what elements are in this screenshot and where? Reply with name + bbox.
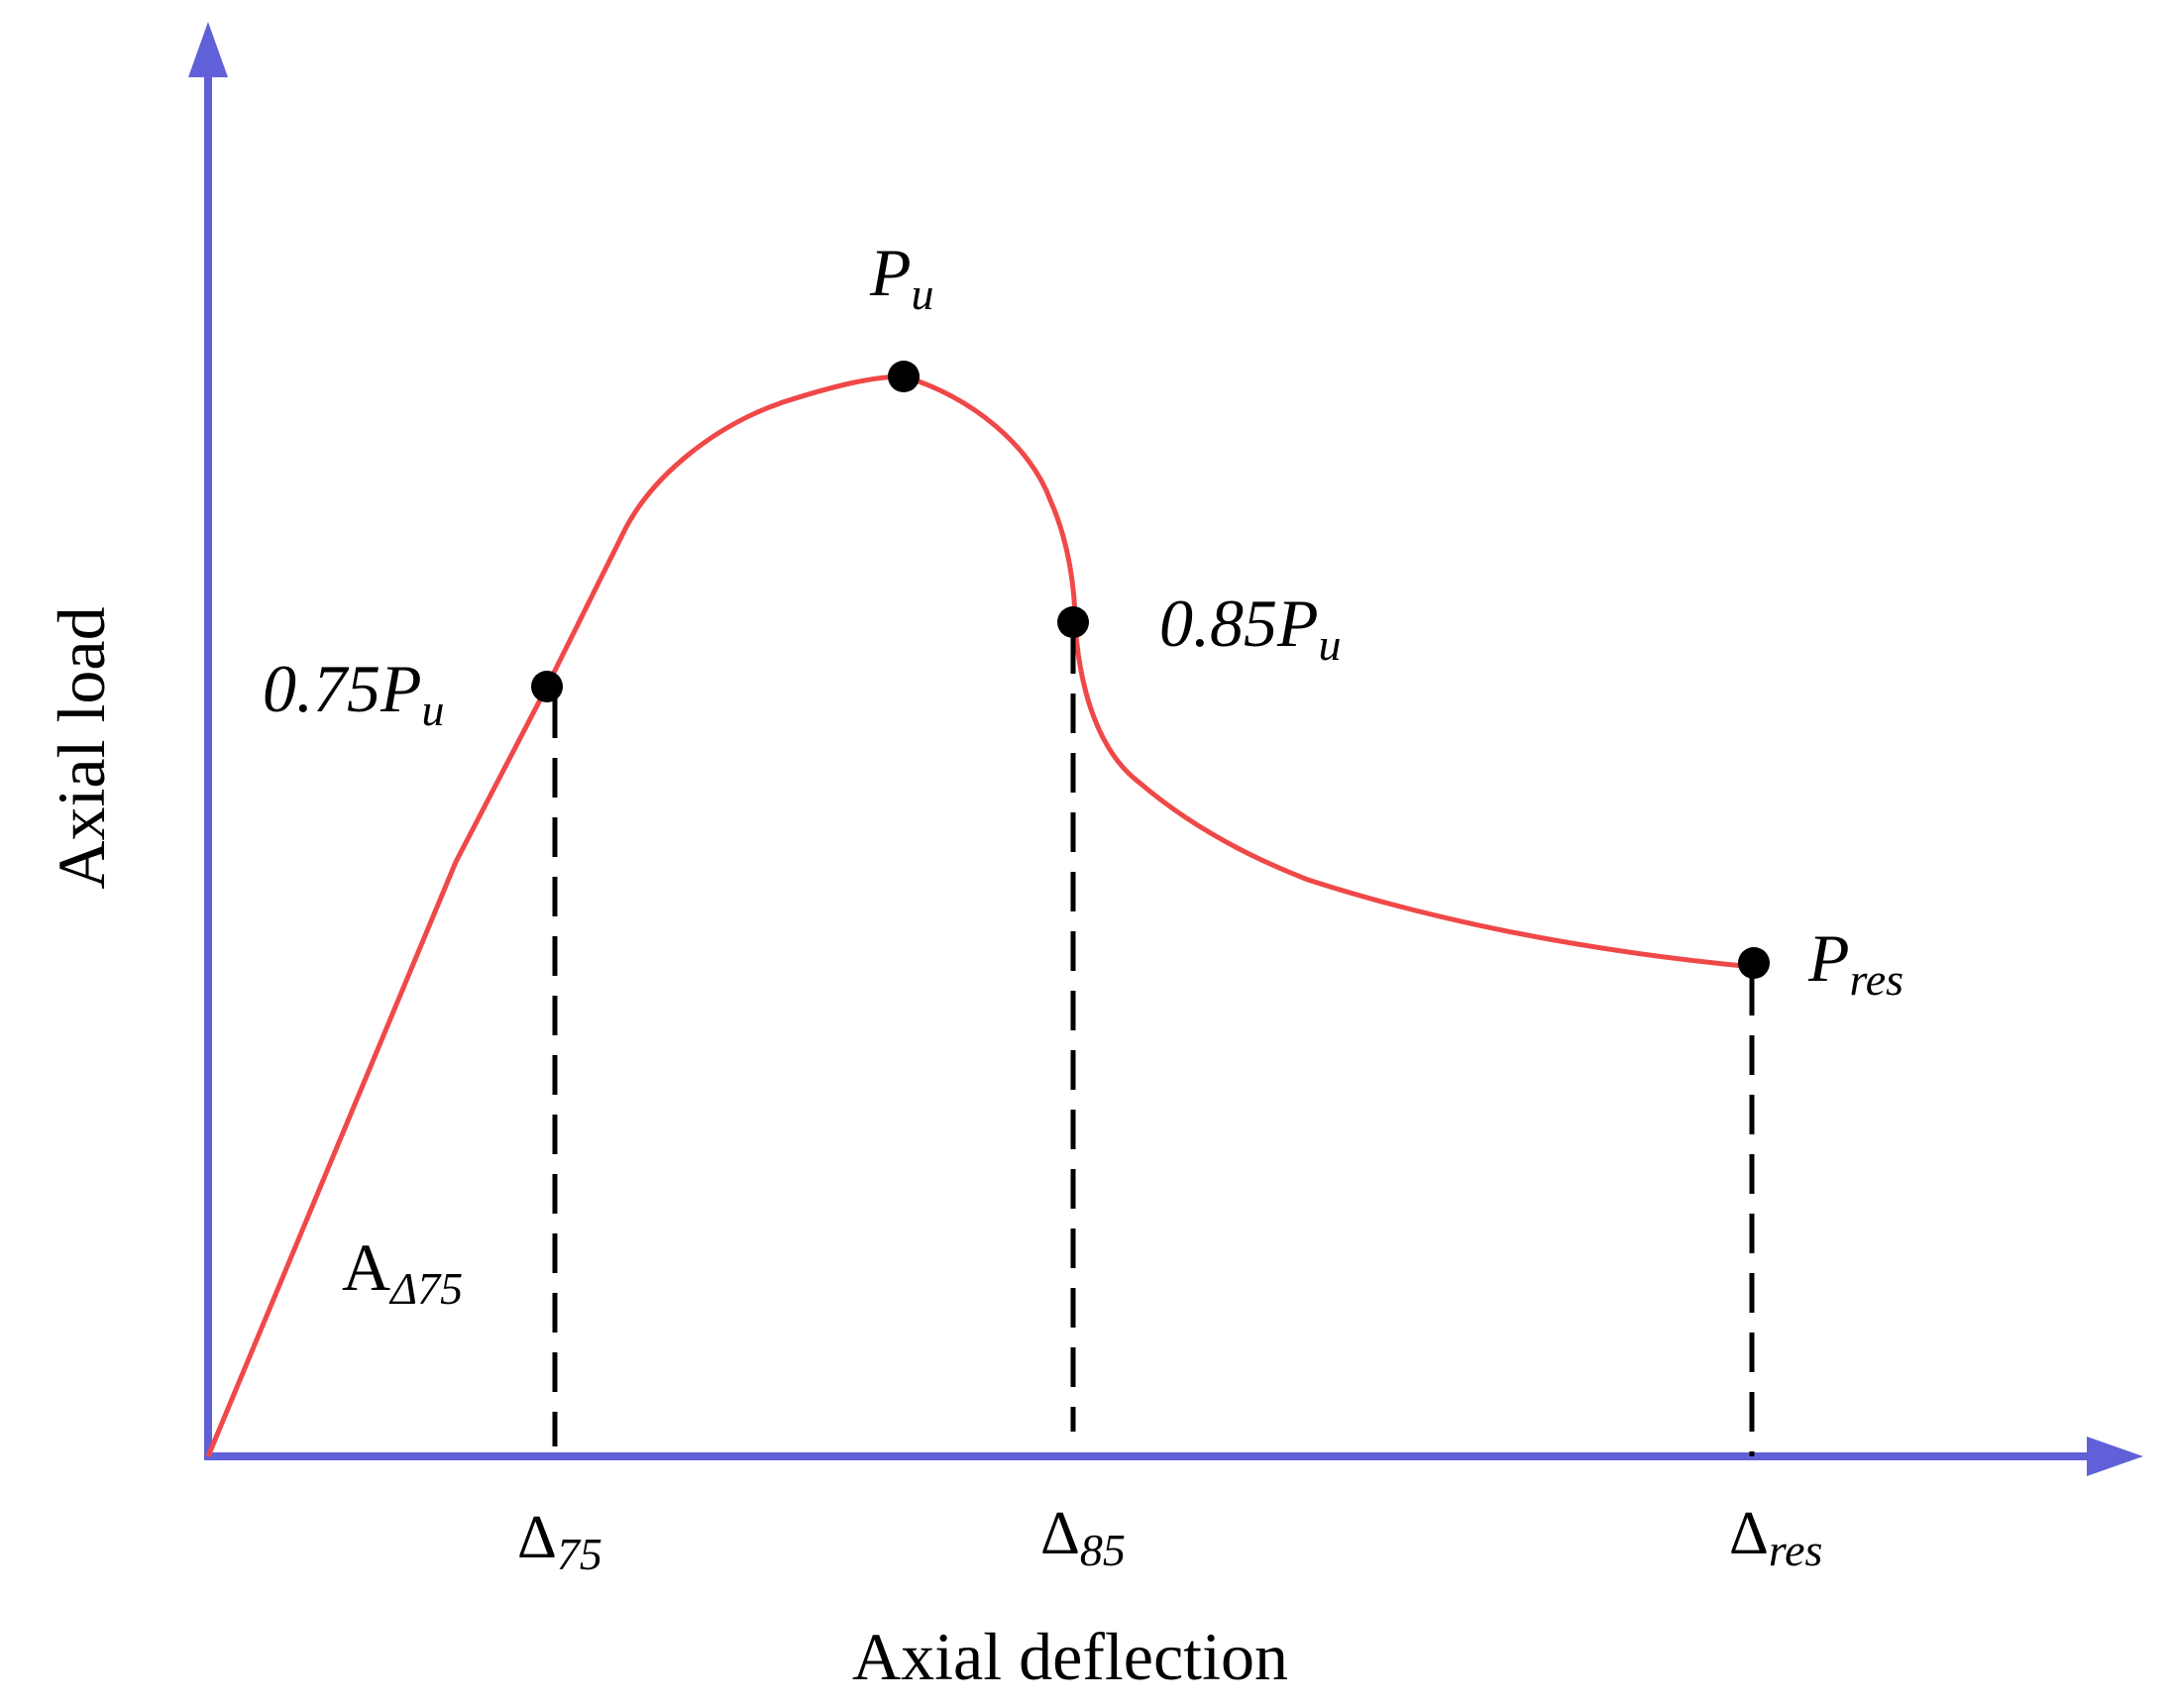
- tick-label-d75: Δ75: [517, 1504, 602, 1579]
- y-axis-arrow-icon: [188, 22, 228, 77]
- label-pres: Pres: [1807, 920, 1903, 1005]
- tick-label-dres: Δres: [1729, 1500, 1822, 1575]
- label-p75: 0.75Pu: [263, 651, 445, 735]
- load-deflection-curve: [205, 374, 1755, 1457]
- x-axis-arrow-icon: [2087, 1437, 2143, 1476]
- marker-p75: [531, 671, 563, 702]
- x-axis-title: Axial deflection: [852, 1619, 1288, 1694]
- tick-label-d85: Δ85: [1040, 1500, 1126, 1575]
- label-pu: Pu: [869, 235, 934, 319]
- marker-pu: [888, 361, 920, 392]
- label-p85: 0.85Pu: [1159, 586, 1342, 670]
- marker-pres: [1738, 947, 1770, 979]
- marker-p85: [1057, 606, 1089, 638]
- y-axis-title: Axial load: [44, 606, 119, 889]
- label-area-d75: AΔ75: [342, 1229, 463, 1314]
